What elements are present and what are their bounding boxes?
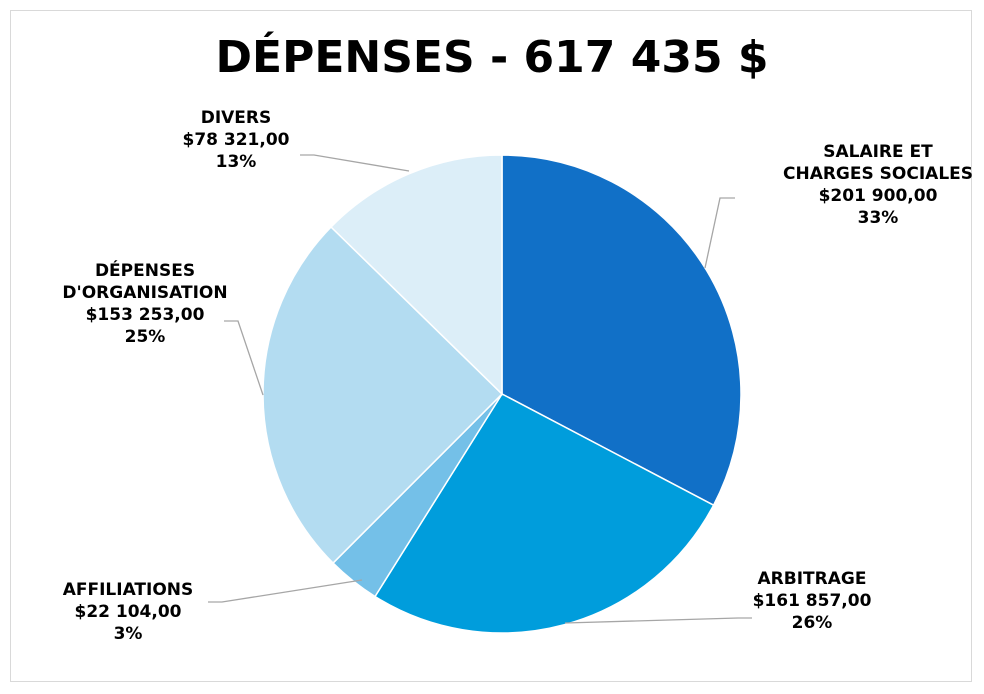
label-value: $153 253,00 [86, 305, 205, 325]
label-category: D'ORGANISATION [62, 283, 227, 303]
data-label: DIVERS $78 321,00 13% [182, 108, 289, 172]
label-value: $201 900,00 [819, 186, 938, 206]
leader-line [208, 579, 363, 603]
label-category: DIVERS [201, 108, 272, 128]
leader-line [224, 320, 264, 396]
leader-line [300, 154, 410, 172]
leader-line [564, 617, 752, 624]
label-value: $161 857,00 [753, 591, 872, 611]
label-category: AFFILIATIONS [63, 580, 194, 600]
label-value: $78 321,00 [182, 130, 289, 150]
data-label: DÉPENSES D'ORGANISATION $153 253,00 25% [62, 259, 227, 347]
label-value: $22 104,00 [74, 602, 181, 622]
label-percent: 26% [792, 613, 833, 633]
label-category: DÉPENSES [95, 259, 195, 281]
data-label: ARBITRAGE $161 857,00 26% [753, 569, 872, 633]
pie-slice [329, 154, 503, 396]
chart-title: DÉPENSES - 617 435 $ [215, 32, 769, 83]
label-percent: 33% [858, 208, 899, 228]
label-category: CHARGES SOCIALES [783, 164, 973, 184]
pie-slice [501, 154, 742, 507]
leader-line [704, 197, 735, 269]
label-percent: 25% [125, 327, 166, 347]
label-percent: 13% [216, 152, 257, 172]
label-category: SALAIRE ET [823, 142, 933, 162]
label-category: ARBITRAGE [758, 569, 867, 589]
pie-slice [262, 225, 504, 565]
pie-slice [373, 393, 715, 634]
label-percent: 3% [114, 624, 143, 644]
data-label: AFFILIATIONS $22 104,00 3% [63, 580, 194, 644]
data-label: SALAIRE ET CHARGES SOCIALES $201 900,00 33% [783, 142, 973, 228]
